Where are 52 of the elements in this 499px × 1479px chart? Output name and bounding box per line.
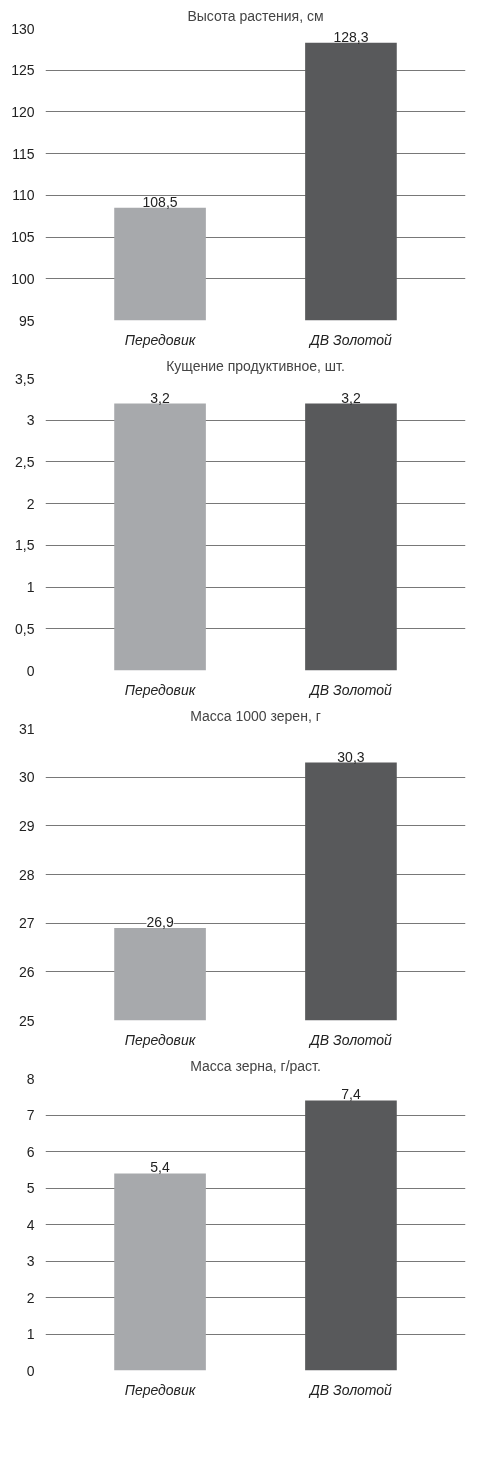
x-tick-label: Передовик: [124, 1381, 197, 1398]
x-tick-label: ДВ Золотой: [308, 681, 393, 698]
x-tick-label: ДВ Золотой: [308, 331, 393, 348]
y-tick-label: 8: [26, 1070, 35, 1087]
x-tick-label: ДВ Золотой: [308, 1031, 393, 1048]
data-label: 26,9: [146, 914, 174, 931]
data-label: 128,3: [333, 28, 369, 45]
x-tick-label: ДВ Золотой: [308, 1381, 393, 1398]
data-label: 5,4: [150, 1159, 170, 1176]
chart-title: Кущение продуктивное, шт.: [166, 357, 345, 374]
chart-title: Масса 1000 зерен, г: [190, 707, 321, 724]
y-tick-label: 29: [18, 817, 35, 834]
y-tick-label: 25: [18, 1012, 35, 1029]
y-tick-label: 2: [26, 495, 35, 512]
x-tick-label: Передовик: [124, 681, 197, 698]
y-tick-label: 3: [26, 1253, 35, 1269]
y-tick-label: 0: [26, 1362, 35, 1379]
data-label: 7,4: [341, 1086, 361, 1103]
y-tick-label: 26: [18, 963, 35, 980]
y-tick-label: 110: [12, 187, 35, 204]
y-tick-label: 2,5: [15, 453, 35, 470]
data-label: 108,5: [142, 193, 178, 210]
y-tick-label: 125: [11, 62, 35, 79]
y-tick-label: 28: [18, 866, 35, 883]
y-tick-label: 100: [11, 270, 35, 287]
y-tick-label: 2: [26, 1289, 35, 1306]
y-tick-label: 7: [26, 1107, 35, 1123]
y-tick-label: 115: [12, 145, 35, 162]
y-tick-label: 95: [18, 312, 35, 329]
y-tick-label: 3,5: [15, 370, 35, 387]
y-tick-label: 0: [26, 662, 35, 679]
y-tick-label: 6: [26, 1143, 35, 1160]
x-tick-label: Передовик: [124, 331, 197, 348]
data-label: 3,2: [341, 389, 361, 406]
data-label: 30,3: [337, 748, 365, 765]
y-tick-label: 3: [26, 412, 35, 429]
y-tick-label: 1: [26, 579, 35, 596]
chart-title: Масса зерна, г/раст.: [190, 1057, 321, 1074]
y-tick-label: 1: [26, 1326, 35, 1342]
y-tick-label: 27: [18, 915, 35, 932]
x-tick-label: Передовик: [124, 1031, 197, 1048]
chart-title: Высота растения, см: [187, 7, 324, 24]
y-tick-label: 0,5: [15, 620, 35, 637]
y-tick-label: 31: [18, 720, 35, 737]
y-tick-label: 4: [26, 1216, 35, 1233]
data-label: 3,2: [150, 389, 170, 406]
y-tick-label: 5: [26, 1180, 35, 1196]
y-tick-label: 130: [11, 20, 35, 37]
y-tick-label: 120: [11, 103, 35, 120]
y-tick-label: 30: [18, 769, 35, 786]
y-tick-label: 1,5: [15, 537, 35, 554]
y-tick-label: 105: [11, 229, 35, 246]
